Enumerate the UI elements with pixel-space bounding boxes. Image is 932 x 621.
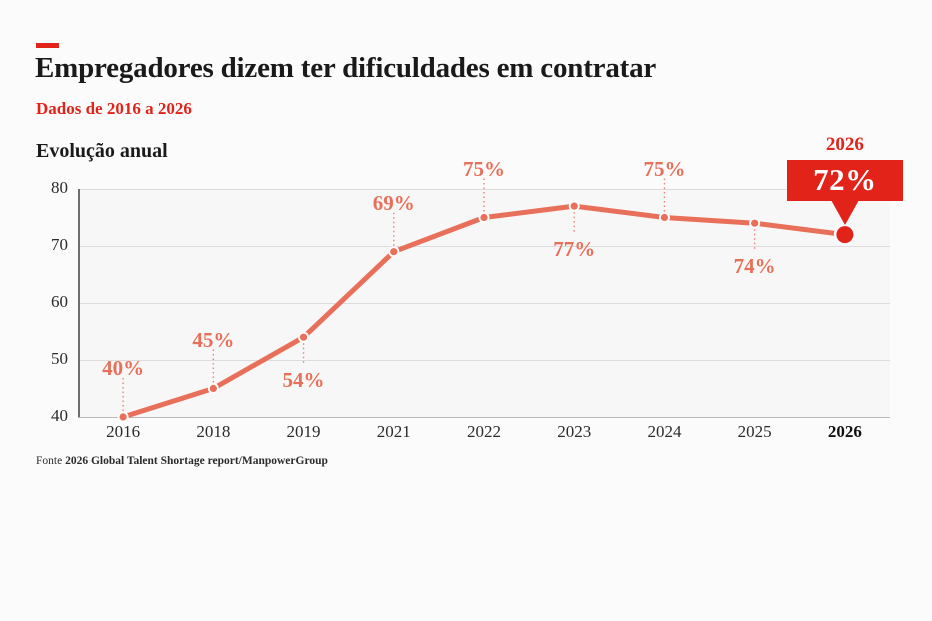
data-point[interactable] (480, 213, 488, 222)
page-title: Empregadores dizem ter dificuldades em c… (35, 52, 657, 84)
series-line (120, 203, 848, 420)
x-tick-label: 2018 (196, 422, 231, 441)
line-chart: 40 50 60 70 80 2016 2018 2019 2021 2022 2023 2024 2… (0, 134, 932, 452)
y-axis-line (78, 189, 80, 418)
gridline (78, 189, 890, 190)
source-text: 2026 Global Talent Shortage report/Manpo… (65, 455, 328, 467)
data-label: 74% (733, 254, 776, 279)
data-label: 40% (102, 356, 145, 380)
gridline (78, 303, 890, 304)
data-point[interactable] (390, 248, 398, 256)
data-label: 77% (553, 237, 596, 262)
data-label: 75% (643, 156, 686, 181)
y-tick-label: 70 (51, 235, 68, 254)
y-tick-label: 60 (51, 292, 68, 311)
series-svg (117, 177, 856, 423)
data-label: 54% (282, 368, 325, 393)
callout-value-box: 72% (786, 159, 903, 201)
source-note: Fonte 2026 Global Talent Shortage report… (36, 455, 328, 467)
leader-lines-group (122, 177, 756, 411)
x-tick-label: 2021 (376, 422, 411, 441)
data-point[interactable] (836, 226, 854, 244)
x-tick-label: 2025 (737, 422, 772, 441)
gridline (78, 360, 890, 361)
x-tick-label: 2016 (106, 422, 141, 441)
gridline (78, 246, 890, 247)
x-tick-label: 2026 (827, 422, 862, 441)
page-subtitle: Dados de 2016 a 2026 (36, 99, 192, 118)
accent-dash-icon (36, 43, 59, 48)
y-tick-label: 40 (51, 406, 68, 425)
x-tick-label: 2019 (286, 422, 321, 441)
callout-year-label: 2026 (825, 133, 864, 155)
x-tick-label: 2024 (647, 422, 682, 441)
data-point-markers (117, 200, 856, 423)
data-point[interactable] (299, 333, 308, 341)
data-label: 75% (463, 156, 505, 181)
x-tick-label: 2022 (467, 422, 501, 441)
data-point[interactable] (209, 384, 217, 393)
x-axis-line (78, 417, 890, 418)
chart-section-title: Evolução anual (36, 140, 168, 162)
data-point[interactable] (660, 213, 669, 222)
data-label: 69% (372, 190, 415, 215)
x-tick-label: 2023 (557, 422, 592, 441)
data-point[interactable] (751, 219, 759, 227)
y-tick-label: 50 (51, 349, 68, 368)
data-label: 45% (192, 327, 235, 352)
callout-arrow-icon (830, 199, 859, 225)
source-label: Fonte (36, 455, 63, 467)
y-tick-label: 80 (51, 178, 68, 197)
data-point[interactable] (119, 413, 127, 421)
data-point[interactable] (570, 202, 578, 210)
